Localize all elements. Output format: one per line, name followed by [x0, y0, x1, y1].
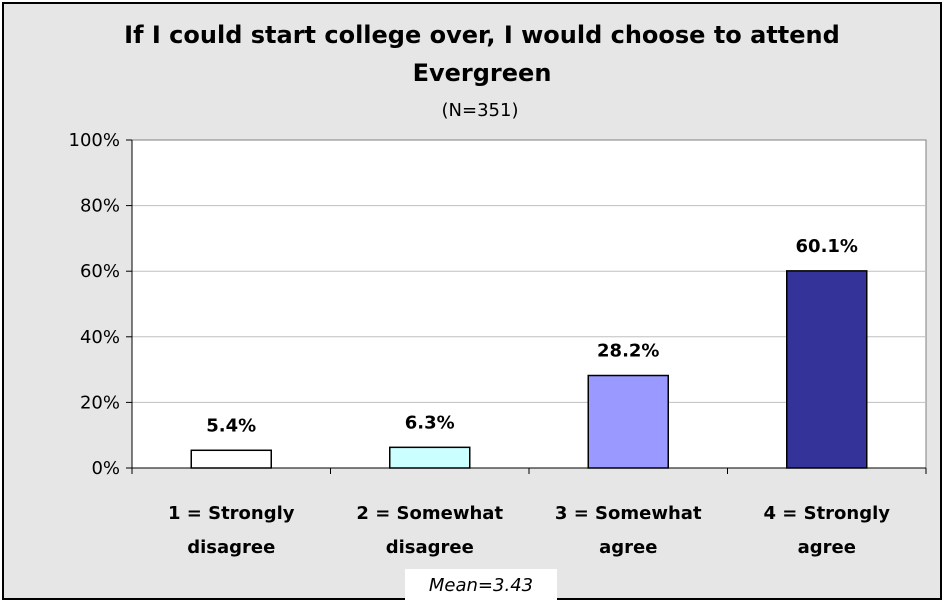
category-label-2: disagree: [386, 537, 474, 558]
category-label-3: 3 = Somewhat: [555, 503, 702, 524]
bar-2: [389, 446, 471, 469]
mean-annotation: Mean=3.43: [405, 569, 557, 602]
data-label-3: 28.2%: [597, 341, 659, 362]
category-label-1: disagree: [187, 537, 275, 558]
chart-svg: If I could start college over, I would c…: [69, 21, 927, 558]
chart-title-line-2: Evergreen: [413, 59, 552, 87]
data-label-4: 60.1%: [796, 236, 858, 257]
bar-4: [786, 270, 868, 469]
chart-subtitle: (N=351): [442, 100, 519, 121]
y-tick-label: 40%: [80, 327, 120, 348]
category-label-3: agree: [599, 537, 657, 558]
chart-title-line-1: If I could start college over, I would c…: [124, 21, 840, 49]
bars: [190, 270, 868, 469]
data-labels: 5.4% 6.3% 28.2% 60.1%: [206, 236, 858, 436]
bar-3: [587, 374, 669, 469]
axes: [131, 140, 927, 474]
y-tick-label: 60%: [80, 261, 120, 282]
y-tick-label: 100%: [69, 130, 120, 151]
bar-1: [190, 449, 272, 469]
data-label-1: 5.4%: [206, 415, 256, 436]
y-tick-label: 20%: [80, 392, 120, 413]
category-label-1: 1 = Strongly: [168, 503, 295, 524]
data-label-2: 6.3%: [405, 412, 455, 433]
y-tick-label: 80%: [80, 196, 120, 217]
category-label-4: 4 = Strongly: [763, 503, 890, 524]
chart-title: If I could start college over, I would c…: [124, 21, 840, 87]
category-label-4: agree: [798, 537, 856, 558]
y-axis-ticks: 0% 20% 40% 60% 80% 100%: [69, 130, 132, 479]
y-tick-label: 0%: [91, 458, 120, 479]
category-label-2: 2 = Somewhat: [356, 503, 503, 524]
x-axis-categories: 1 = Strongly disagree 2 = Somewhat disagree…: [168, 503, 890, 558]
